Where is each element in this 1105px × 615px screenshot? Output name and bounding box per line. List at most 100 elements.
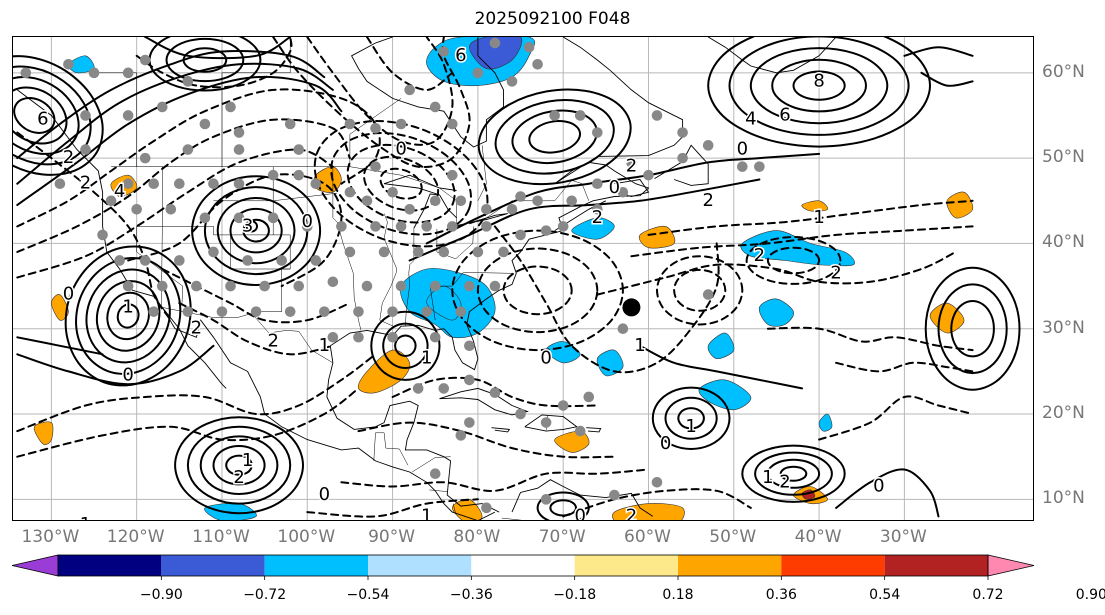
station-dot: [429, 280, 441, 292]
contour-positive: [937, 283, 1008, 375]
colorbar-segment: [884, 555, 988, 576]
contour-negative: [745, 235, 842, 285]
colorbar-tick-label: −0.54: [346, 587, 390, 603]
contour-lines: [13, 37, 1021, 520]
colorbar: [12, 554, 1035, 580]
station-dot: [472, 67, 484, 79]
shaded-region: [801, 200, 829, 212]
station-dot: [626, 157, 637, 168]
contour-label: 1: [634, 335, 645, 356]
contour-positive: [382, 322, 429, 370]
shaded-region: [33, 421, 54, 445]
station-dot: [310, 178, 322, 190]
shaded-region: [545, 341, 581, 364]
shaded-region: [638, 225, 676, 249]
station-dot: [199, 212, 211, 224]
station-dot: [702, 289, 714, 300]
station-dot: [122, 110, 134, 121]
colorbar-tick-label: 0.36: [765, 587, 797, 603]
shaded-region: [596, 349, 624, 377]
colorbar-segment: [368, 555, 472, 576]
contour-positive: [425, 152, 821, 245]
contour-label: 6: [779, 104, 790, 125]
station-dot: [481, 502, 492, 514]
contour-label: 2: [80, 173, 91, 194]
contour-label: 2: [830, 262, 841, 283]
contour-negative: [346, 143, 456, 224]
station-dot: [344, 246, 356, 258]
contour-positive: [199, 435, 279, 496]
contour-positive: [749, 47, 889, 125]
contour-negative: [673, 268, 727, 312]
contour-positive: [16, 344, 215, 386]
contour-positive: [707, 37, 932, 148]
contour-positive: [144, 37, 292, 60]
contour-positive: [16, 336, 104, 356]
contour-label: 2: [779, 471, 790, 492]
station-dot: [131, 204, 142, 215]
station-dot: [754, 161, 765, 172]
contour-positive: [212, 444, 266, 486]
contour-negative: [313, 119, 489, 248]
colorbar-tick-label: 0.18: [662, 587, 694, 603]
station-dot: [592, 178, 603, 190]
station-dot: [446, 221, 458, 232]
contour-negative: [502, 265, 573, 316]
station-dot: [156, 101, 168, 113]
station-dot: [293, 144, 305, 155]
station-dot: [592, 127, 603, 138]
contour-positive: [186, 425, 292, 505]
contour-positive: [728, 37, 910, 136]
contour-negative: [766, 246, 821, 275]
station-dot: [677, 152, 688, 164]
station-dot: [540, 417, 552, 428]
political-border: [373, 432, 409, 466]
station-dot: [122, 280, 134, 292]
station-dot: [80, 110, 91, 121]
colorbar-segment: [58, 555, 162, 576]
shaded-region: [612, 503, 685, 520]
longitude-label: 60°W: [624, 527, 671, 547]
station-dot: [506, 76, 518, 87]
station-dot: [574, 425, 586, 437]
station-dot: [532, 195, 543, 207]
station-dot: [233, 127, 245, 138]
contour-negative: [596, 251, 957, 296]
station-dot: [165, 204, 177, 215]
contour-label: 2: [702, 190, 713, 211]
station-dot: [489, 387, 501, 399]
contour-label: 0: [63, 284, 74, 305]
colorbar-tick-label: −0.36: [449, 587, 493, 603]
contour-negative: [340, 468, 650, 492]
political-border: [98, 72, 137, 167]
colorbar-tick-label: −0.90: [139, 587, 183, 603]
station-dot: [643, 169, 654, 181]
station-dot: [267, 169, 279, 181]
station-dot: [156, 280, 168, 292]
contour-positive: [16, 75, 343, 206]
station-dot: [336, 221, 347, 232]
political-border: [429, 489, 448, 492]
contour-label: 1: [319, 335, 330, 356]
latitude-label: 50°N: [1042, 147, 1085, 168]
latitude-label: 10°N: [1042, 488, 1085, 509]
station-dot: [446, 169, 458, 181]
contour-positive: [511, 109, 598, 165]
station-dot: [677, 127, 688, 138]
station-dot: [259, 280, 270, 292]
coastline: [707, 37, 837, 74]
coastline: [524, 414, 578, 432]
contour-label: 1: [421, 505, 432, 521]
contour-label: 1: [242, 450, 253, 471]
station-dot: [557, 221, 569, 232]
contour-label: 2: [191, 318, 202, 339]
contour-label: 1: [80, 514, 91, 521]
contour-positive: [106, 291, 150, 341]
station-dot: [421, 221, 433, 232]
station-dot: [464, 374, 475, 386]
station-dot: [276, 255, 287, 266]
contour-label: 0: [395, 139, 406, 160]
contour-negative: [306, 37, 454, 146]
station-dot: [148, 178, 160, 190]
station-dot: [182, 144, 194, 155]
